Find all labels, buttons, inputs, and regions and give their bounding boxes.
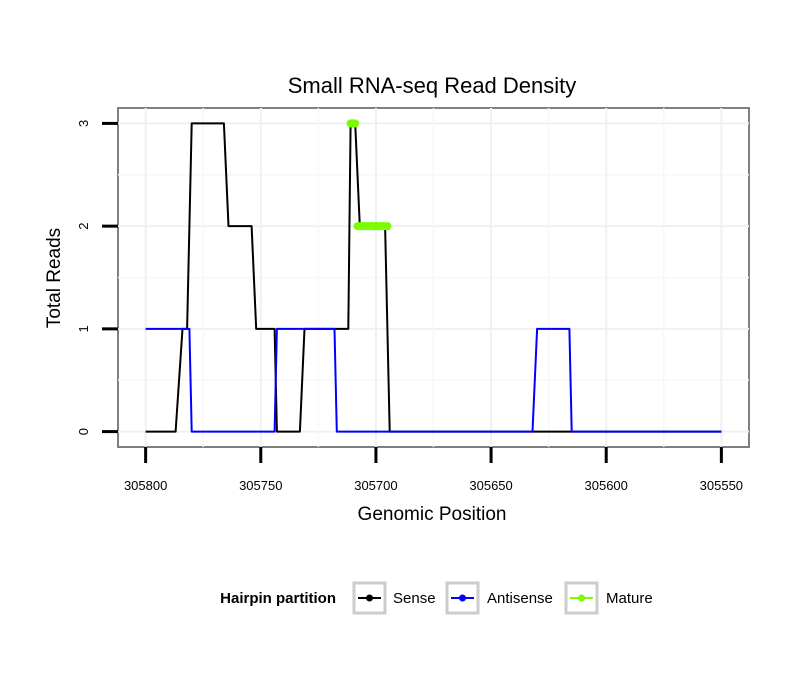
legend-key-point-antisense: [459, 594, 466, 602]
x-tick-label: 305700: [354, 478, 397, 493]
legend-label-sense: Sense: [393, 590, 436, 607]
y-axis-title: Total Reads: [44, 228, 65, 328]
legend-title: Hairpin partition: [220, 590, 336, 607]
y-tick-label: 2: [76, 223, 91, 230]
legend-key-point-sense: [366, 594, 373, 602]
x-tick-label: 305550: [700, 478, 743, 493]
y-tick-label: 3: [76, 120, 91, 127]
y-tick-label: 0: [76, 428, 91, 435]
chart-title: Small RNA-seq Read Density: [288, 73, 577, 98]
axes: 305800 305750 305700 305650 305600 305550 0 1 2 3: [76, 120, 743, 493]
legend-key-point-mature: [578, 594, 585, 602]
series-group: [145, 119, 722, 433]
x-tick-label: 305600: [585, 478, 628, 493]
y-tick-label: 1: [76, 325, 91, 332]
x-tick-label: 305750: [239, 478, 282, 493]
x-tick-label: 305650: [469, 478, 512, 493]
legend-label-antisense: Antisense: [487, 590, 553, 607]
x-axis-title: Genomic Position: [358, 504, 507, 525]
legend: Hairpin partition Sense Antisense Mature: [220, 581, 653, 615]
legend-label-mature: Mature: [606, 590, 653, 607]
series-line-antisense: [145, 327, 722, 433]
x-tick-label: 305800: [124, 478, 167, 493]
